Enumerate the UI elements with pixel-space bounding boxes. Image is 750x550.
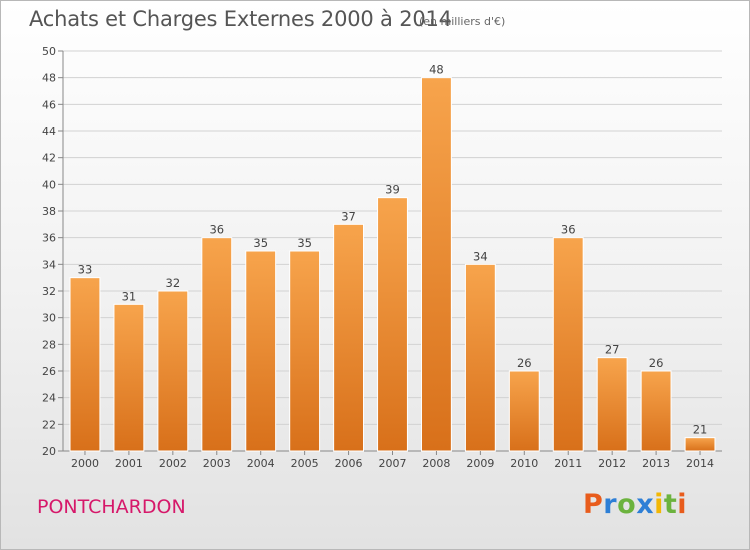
bars [69,77,716,452]
bar [420,77,452,452]
data-label: 36 [209,223,224,237]
y-tick-label: 44 [42,125,56,138]
x-tick-label: 2012 [598,457,626,470]
data-label: 33 [78,263,93,277]
x-tick-label: 2008 [422,457,450,470]
bar [684,437,716,452]
y-tick-label: 40 [42,178,56,191]
data-label: 35 [253,236,268,250]
data-label: 36 [561,223,576,237]
data-label: 39 [385,183,400,197]
bar [596,357,628,452]
bar [157,290,189,452]
bar [552,237,584,452]
commune-name: PONTCHARDON [37,496,186,518]
y-tick-label: 30 [42,312,56,325]
data-label: 27 [605,343,620,357]
logo-letter: x [636,489,655,520]
x-tick-label: 2003 [203,457,231,470]
data-label: 21 [693,423,708,437]
x-tick-label: 2006 [335,457,363,470]
proxiti-logo: Proxiti [583,489,687,520]
x-tick-label: 2011 [554,457,582,470]
x-tick-label: 2007 [379,457,407,470]
y-tick-label: 34 [42,258,56,271]
y-tick-label: 48 [42,72,56,85]
bar [289,250,321,452]
x-tick-label: 2001 [115,457,143,470]
bar [201,237,233,452]
x-tick-labels: 2000 2001 2002 2003 2004 2005 2006 2007 2008 2009… [71,451,714,470]
data-label: 37 [341,209,356,223]
y-tick-label: 22 [42,418,56,431]
data-label: 32 [166,276,181,290]
y-tick-label: 38 [42,205,56,218]
y-tick-label: 28 [42,338,56,351]
bar [333,223,365,452]
bar [464,263,496,452]
y-tick-label: 46 [42,98,56,111]
logo-letter: r [603,489,618,520]
x-tick-label: 2014 [686,457,714,470]
bar [508,370,540,452]
y-tick-label: 24 [42,392,56,405]
y-tick-label: 42 [42,152,56,165]
chart-subtitle: (en milliers d'€) [419,15,506,28]
data-label: 26 [517,356,532,370]
x-tick-label: 2005 [291,457,319,470]
logo-letter: i [677,489,688,520]
data-label: 35 [297,236,312,250]
x-tick-label: 2000 [71,457,99,470]
data-label: 31 [122,289,137,303]
logo-letter: i [654,489,664,520]
x-tick-label: 2009 [466,457,494,470]
x-tick-label: 2013 [642,457,670,470]
x-tick-label: 2002 [159,457,187,470]
chart-title: Achats et Charges Externes 2000 à 2014 [29,7,452,31]
data-labels: 33 31 32 36 35 35 37 39 48 34 26 36 27 26 21 [78,63,708,437]
y-tick-labels: 20 22 24 26 28 30 32 34 36 38 40 42 44 46 48 50 [42,45,56,458]
logo-letter: t [663,489,678,520]
bar [245,250,277,452]
y-tick-label: 26 [42,365,56,378]
y-tick-label: 36 [42,232,56,245]
x-tick-label: 2010 [510,457,538,470]
y-tick-label: 32 [42,285,56,298]
data-label: 34 [473,249,488,263]
logo-letter: P [583,489,604,520]
bar [640,370,672,452]
y-tick-label: 20 [42,445,56,458]
bar [69,277,101,452]
y-tick-label: 50 [42,45,56,58]
data-label: 26 [649,356,664,370]
bar [113,303,145,452]
data-label: 48 [429,63,444,77]
bar [377,197,408,452]
logo-letter: o [617,489,637,520]
x-tick-label: 2004 [247,457,275,470]
